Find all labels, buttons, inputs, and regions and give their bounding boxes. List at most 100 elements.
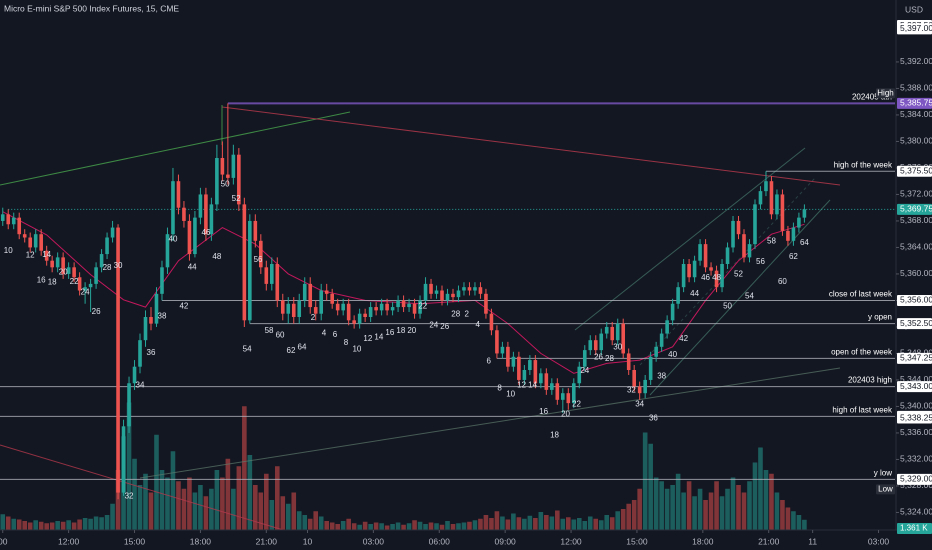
x-tick-label: 11 — [808, 536, 817, 546]
candle-body — [237, 154, 241, 205]
candle-body — [566, 393, 571, 404]
count-label: 32 — [627, 386, 636, 395]
volume-bar — [335, 524, 340, 530]
candle-body — [561, 393, 565, 400]
volume-bar — [143, 473, 148, 530]
volume-bar — [318, 516, 324, 530]
x-tick-label: 18:00 — [190, 536, 212, 546]
volume-bar — [0, 514, 6, 530]
count-label: 36 — [147, 348, 156, 357]
candle-body — [489, 313, 494, 331]
volume-bar — [434, 523, 439, 530]
candle-body — [473, 287, 477, 291]
volume-bar — [280, 496, 286, 530]
volume-bar — [686, 481, 692, 530]
volume-bar — [148, 492, 154, 530]
volume-bar — [373, 522, 379, 530]
y-tick-label: 5,368.00 — [900, 215, 932, 225]
x-tick-label: 12:00 — [58, 536, 80, 546]
count-label: 8 — [497, 384, 502, 393]
y-tick-label: 5,340.00 — [900, 401, 932, 411]
candle-body — [385, 303, 389, 311]
volume-bar — [511, 513, 516, 530]
volume-bar — [187, 477, 192, 530]
candle-body — [478, 287, 483, 294]
annotations: 202405 ath high of the week close of last … — [4, 92, 893, 500]
volume-bar — [346, 518, 351, 530]
price-label-box — [897, 23, 932, 35]
volume-bar — [659, 481, 664, 530]
volume-bar — [313, 511, 319, 530]
candle-body — [780, 194, 785, 231]
candle-body — [248, 220, 252, 321]
channel-line — [574, 147, 806, 331]
count-label: 38 — [657, 372, 666, 381]
candle-body — [242, 204, 247, 321]
volume-bar — [77, 519, 82, 530]
volume-bar — [417, 521, 423, 530]
volume-bar — [725, 488, 730, 530]
candle-body — [198, 194, 203, 218]
price-label-box — [897, 473, 932, 485]
candle-body — [187, 220, 192, 255]
volume-bar — [604, 515, 610, 530]
candle-body — [352, 320, 356, 324]
volume-bar — [428, 522, 434, 530]
candle-body — [379, 303, 384, 311]
volume-bar — [33, 520, 38, 530]
candle-body — [0, 214, 5, 221]
level-label: 202403 high — [848, 376, 892, 385]
volume-bar — [791, 511, 796, 530]
candle-body — [500, 346, 505, 354]
count-label: 30 — [613, 343, 622, 352]
candle-body — [94, 267, 98, 284]
candle-body — [319, 290, 324, 314]
y-tick-label: 5,328.00 — [900, 480, 932, 490]
volume-bar — [220, 477, 225, 530]
candle-body — [160, 267, 164, 294]
volume-bar — [802, 519, 807, 530]
candle-body — [259, 240, 263, 268]
count-label: 8 — [344, 338, 349, 347]
candle-body — [742, 234, 746, 258]
volume-bar — [703, 500, 708, 530]
volume-bar — [132, 458, 137, 530]
volume-bar — [565, 517, 571, 530]
candle-body — [659, 333, 664, 347]
candle-body — [577, 366, 582, 384]
candle-body — [522, 370, 527, 380]
candle-body — [99, 254, 104, 268]
count-label: 62 — [287, 346, 296, 355]
price-label: 5,338.25 — [900, 412, 932, 422]
candle-body — [132, 366, 137, 384]
count-label: 2 — [311, 313, 316, 322]
volume-bar — [93, 516, 99, 530]
count-label: 44 — [690, 289, 699, 298]
volume-bar — [324, 521, 330, 530]
candle-body — [544, 373, 549, 390]
y-tick-label: 5,324.00 — [900, 507, 932, 517]
candle-body — [621, 323, 626, 354]
volume-bar — [38, 521, 44, 530]
candle-body — [171, 181, 175, 235]
volume-bar — [258, 492, 264, 530]
candle-body — [165, 234, 170, 268]
count-label: 10 — [506, 390, 515, 399]
candle-body — [769, 181, 774, 215]
price-label-box — [897, 318, 932, 330]
candle-body — [418, 300, 422, 314]
candle-body — [341, 303, 345, 311]
price-label: 5,343.00 — [900, 381, 932, 391]
count-label: 12 — [26, 251, 35, 260]
candle-body — [747, 244, 752, 258]
volume-bar — [522, 518, 527, 530]
level-label: y low — [874, 468, 892, 477]
candle-body — [714, 270, 719, 288]
volume-bar — [461, 522, 467, 530]
candle-body — [11, 217, 16, 225]
volume-bar — [60, 521, 66, 530]
count-label: 28 — [103, 263, 112, 272]
volume-label-box — [897, 523, 932, 534]
volume-bar — [571, 519, 577, 530]
candle-body — [286, 303, 291, 314]
